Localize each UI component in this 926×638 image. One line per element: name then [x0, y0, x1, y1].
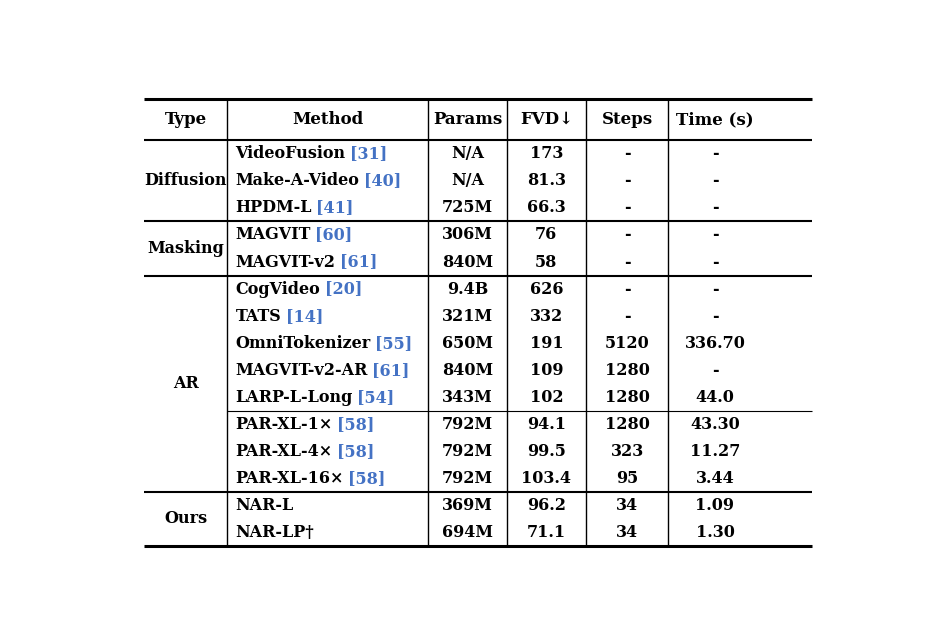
- Text: Diffusion: Diffusion: [144, 172, 227, 189]
- Text: 96.2: 96.2: [527, 497, 566, 514]
- Text: 44.0: 44.0: [695, 389, 734, 406]
- Text: [58]: [58]: [337, 415, 374, 433]
- Text: 103.4: 103.4: [521, 470, 571, 487]
- Text: [58]: [58]: [337, 443, 374, 459]
- Text: [41]: [41]: [317, 200, 354, 216]
- Text: 336.70: 336.70: [684, 334, 745, 352]
- Text: TATS: TATS: [235, 308, 282, 325]
- Text: 9.4B: 9.4B: [446, 281, 488, 297]
- Text: [54]: [54]: [357, 389, 394, 406]
- Text: 792M: 792M: [442, 443, 493, 459]
- Text: Make-A-Video: Make-A-Video: [235, 172, 359, 189]
- Text: [14]: [14]: [285, 308, 323, 325]
- Text: LARP-L-Long: LARP-L-Long: [235, 389, 353, 406]
- Text: OmniTokenizer: OmniTokenizer: [235, 334, 370, 352]
- Text: 1280: 1280: [605, 362, 649, 378]
- Text: Time (s): Time (s): [676, 111, 754, 128]
- Text: N/A: N/A: [451, 172, 484, 189]
- Text: -: -: [712, 200, 719, 216]
- Text: -: -: [624, 253, 631, 271]
- Text: -: -: [624, 226, 631, 244]
- Text: 650M: 650M: [442, 334, 493, 352]
- Text: 306M: 306M: [442, 226, 493, 244]
- Text: AR: AR: [173, 375, 198, 392]
- Text: 694M: 694M: [442, 524, 493, 540]
- Text: Type: Type: [165, 111, 206, 128]
- Text: 99.5: 99.5: [527, 443, 566, 459]
- Text: 321M: 321M: [442, 308, 493, 325]
- Text: 369M: 369M: [442, 497, 493, 514]
- Text: [31]: [31]: [350, 145, 387, 163]
- Text: 191: 191: [530, 334, 563, 352]
- Text: 1.30: 1.30: [695, 524, 734, 540]
- Text: 43.30: 43.30: [690, 415, 740, 433]
- Text: 1.09: 1.09: [695, 497, 734, 514]
- Text: 3.44: 3.44: [695, 470, 734, 487]
- Text: -: -: [712, 362, 719, 378]
- Text: 792M: 792M: [442, 470, 493, 487]
- Text: MAGVIT-v2-AR: MAGVIT-v2-AR: [235, 362, 368, 378]
- Text: 81.3: 81.3: [527, 172, 566, 189]
- Text: CogVideo: CogVideo: [235, 281, 320, 297]
- Text: 66.3: 66.3: [527, 200, 566, 216]
- Text: Masking: Masking: [147, 240, 224, 257]
- Text: HPDM-L: HPDM-L: [235, 200, 312, 216]
- Text: -: -: [712, 281, 719, 297]
- Text: 332: 332: [530, 308, 563, 325]
- Text: Ours: Ours: [164, 510, 207, 527]
- Text: PAR-XL-16×: PAR-XL-16×: [235, 470, 344, 487]
- Text: -: -: [624, 200, 631, 216]
- Text: 173: 173: [530, 145, 563, 163]
- Text: Params: Params: [432, 111, 502, 128]
- Text: -: -: [712, 308, 719, 325]
- Text: 34: 34: [616, 524, 638, 540]
- Text: PAR-XL-1×: PAR-XL-1×: [235, 415, 332, 433]
- Text: FVD↓: FVD↓: [519, 111, 573, 128]
- Text: Method: Method: [292, 111, 363, 128]
- Text: -: -: [712, 172, 719, 189]
- Text: [55]: [55]: [375, 334, 412, 352]
- Text: PAR-XL-4×: PAR-XL-4×: [235, 443, 332, 459]
- Text: 840M: 840M: [442, 362, 493, 378]
- Text: 58: 58: [535, 253, 557, 271]
- Text: Steps: Steps: [602, 111, 653, 128]
- Text: 840M: 840M: [442, 253, 493, 271]
- Text: VideoFusion: VideoFusion: [235, 145, 345, 163]
- Text: 34: 34: [616, 497, 638, 514]
- Text: 323: 323: [610, 443, 644, 459]
- Text: NAR-LP†: NAR-LP†: [235, 524, 314, 540]
- Text: 626: 626: [530, 281, 563, 297]
- Text: 11.27: 11.27: [690, 443, 740, 459]
- Text: [61]: [61]: [372, 362, 409, 378]
- Text: [20]: [20]: [325, 281, 362, 297]
- Text: 1280: 1280: [605, 415, 649, 433]
- Text: 5120: 5120: [605, 334, 649, 352]
- Text: -: -: [624, 281, 631, 297]
- Text: 725M: 725M: [442, 200, 493, 216]
- Text: [58]: [58]: [348, 470, 385, 487]
- Text: 76: 76: [535, 226, 557, 244]
- Text: 792M: 792M: [442, 415, 493, 433]
- Text: MAGVIT-v2: MAGVIT-v2: [235, 253, 335, 271]
- Text: 343M: 343M: [442, 389, 493, 406]
- Text: -: -: [624, 308, 631, 325]
- Text: -: -: [712, 145, 719, 163]
- Text: 71.1: 71.1: [527, 524, 566, 540]
- Text: NAR-L: NAR-L: [235, 497, 294, 514]
- Text: MAGVIT: MAGVIT: [235, 226, 311, 244]
- Text: 109: 109: [530, 362, 563, 378]
- Text: -: -: [624, 145, 631, 163]
- Text: [40]: [40]: [364, 172, 401, 189]
- Text: [60]: [60]: [315, 226, 353, 244]
- Text: 102: 102: [530, 389, 563, 406]
- Text: -: -: [712, 253, 719, 271]
- Text: N/A: N/A: [451, 145, 484, 163]
- Text: 95: 95: [616, 470, 638, 487]
- Text: [61]: [61]: [340, 253, 377, 271]
- Text: -: -: [624, 172, 631, 189]
- Text: 94.1: 94.1: [527, 415, 566, 433]
- Text: 1280: 1280: [605, 389, 649, 406]
- Text: -: -: [712, 226, 719, 244]
